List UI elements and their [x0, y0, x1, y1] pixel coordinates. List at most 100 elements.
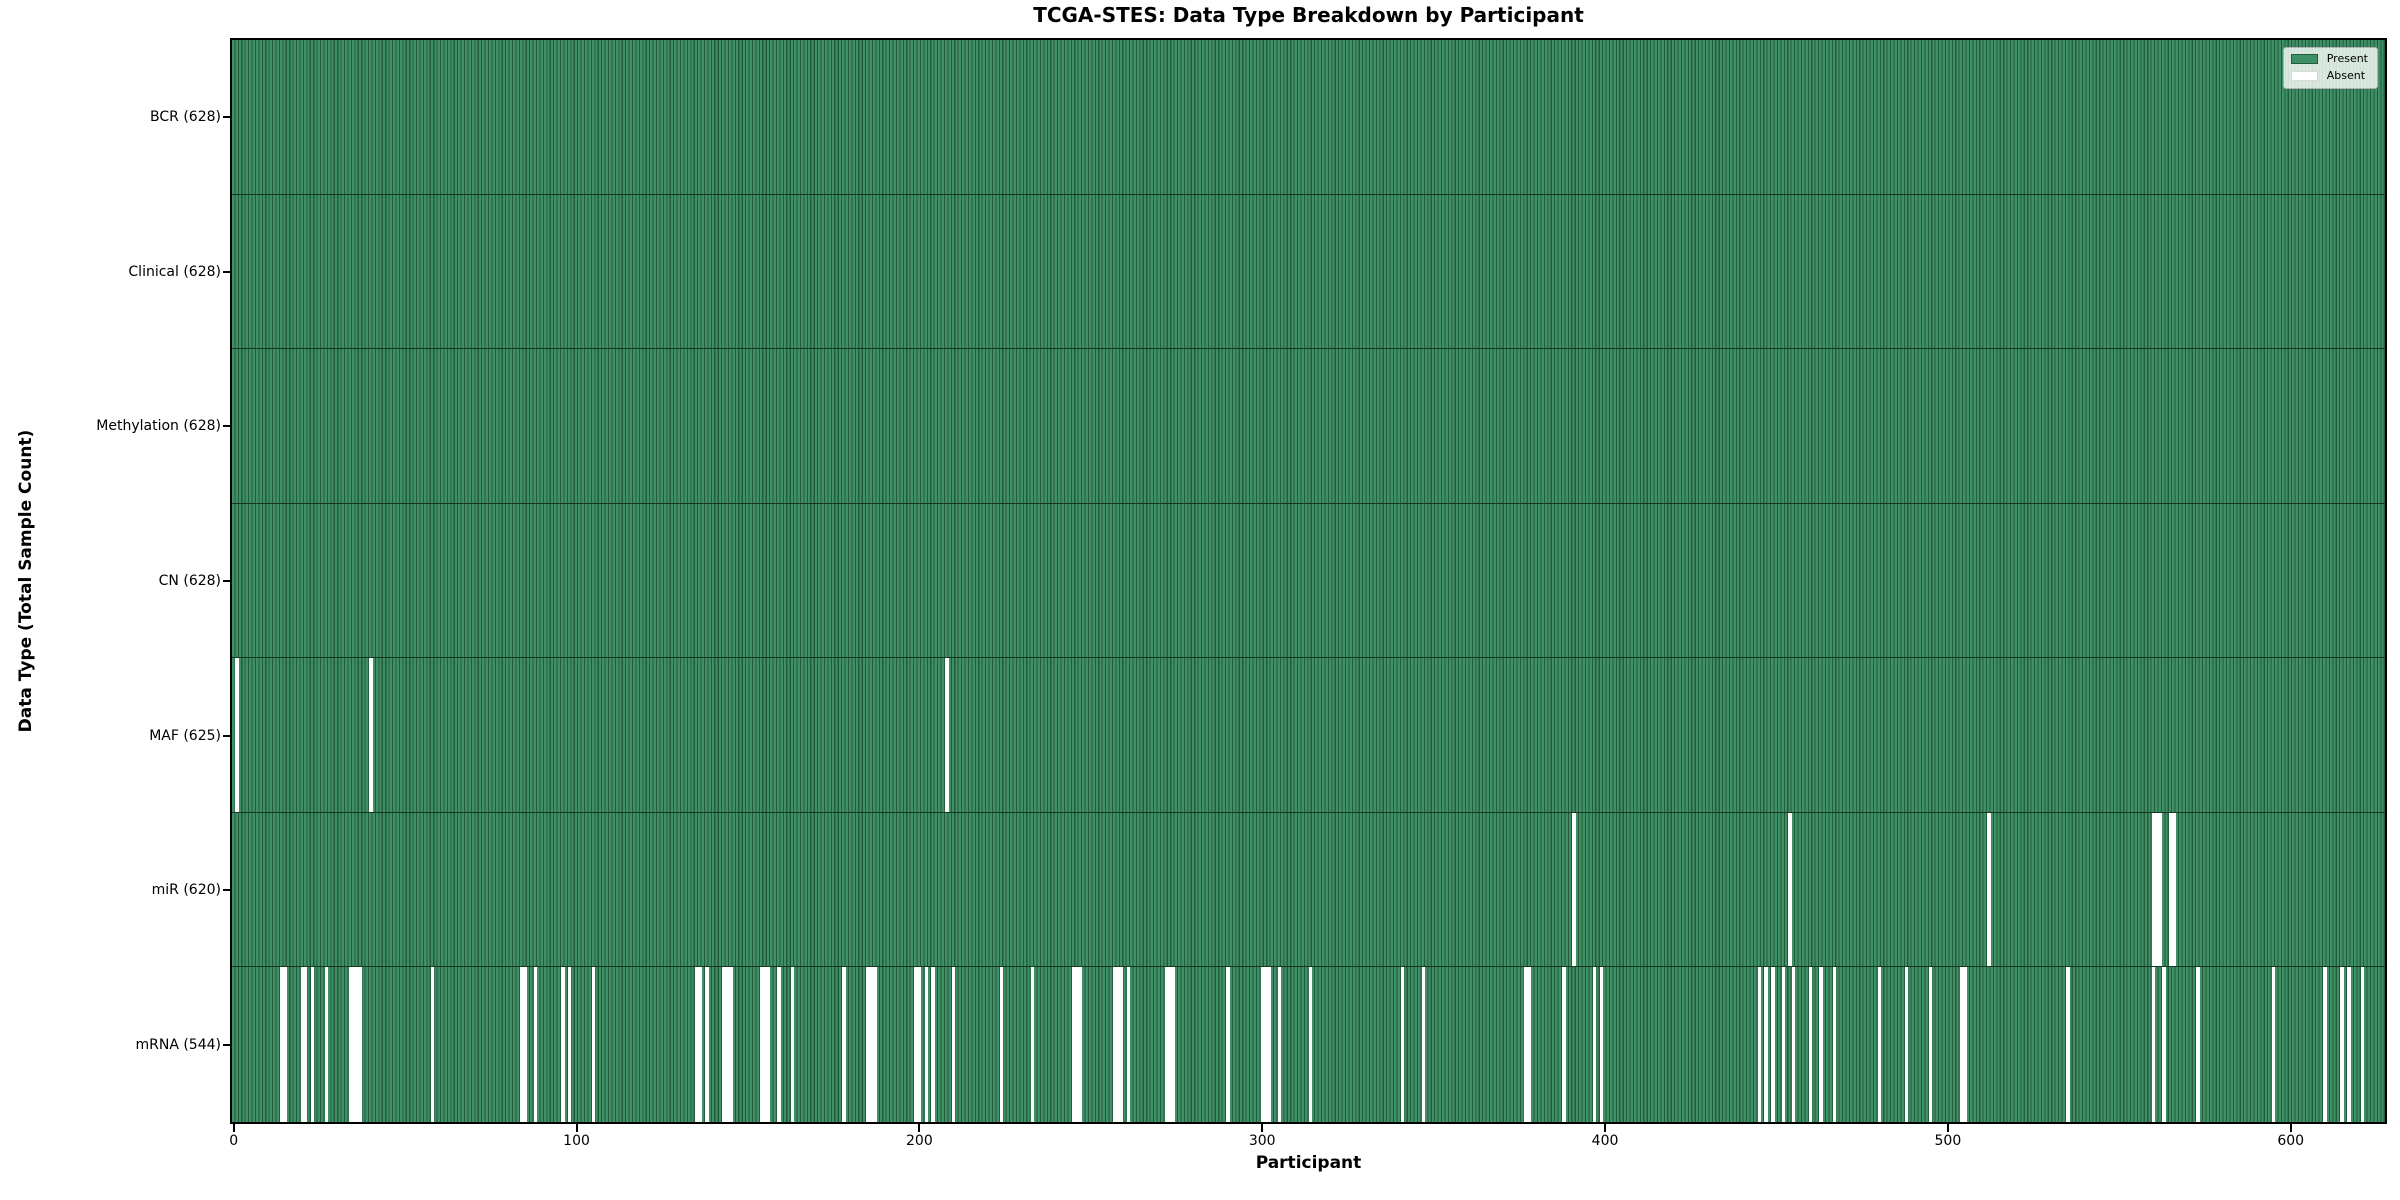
- absent-gap: [2340, 967, 2344, 1122]
- absent-gap: [519, 967, 524, 1122]
- absent-gap: [698, 967, 702, 1122]
- absent-gap: [355, 967, 359, 1122]
- absent-swatch-icon: [2290, 71, 2318, 81]
- x-tick-mark: [1946, 1124, 1949, 1132]
- present-swatch-icon: [2290, 54, 2318, 64]
- absent-gap: [1119, 967, 1124, 1122]
- x-tick-mark: [1604, 1124, 1607, 1132]
- legend: Present Absent: [2282, 47, 2378, 89]
- absent-gap: [324, 967, 328, 1122]
- absent-gap: [1267, 967, 1271, 1122]
- chart-title: TCGA-STES: Data Type Breakdown by Partic…: [1033, 3, 1584, 27]
- absent-gap: [348, 967, 352, 1122]
- absent-gap: [1277, 967, 1282, 1122]
- x-tick-mark: [232, 1124, 235, 1132]
- x-tick-label: 100: [563, 1133, 590, 1149]
- y-tick-mark: [223, 270, 230, 273]
- absent-gap: [1929, 967, 1933, 1122]
- absent-gap: [1078, 967, 1083, 1122]
- absent-gap: [2271, 967, 2276, 1122]
- x-tick-mark: [2289, 1124, 2292, 1132]
- absent-gap: [2155, 812, 2159, 967]
- x-tick-label: 500: [1934, 1133, 1962, 1149]
- absent-gap: [951, 967, 956, 1122]
- absent-gap: [1809, 967, 1813, 1122]
- absent-gap: [523, 967, 527, 1122]
- legend-item-present: Present: [2290, 53, 2368, 65]
- absent-gap: [235, 658, 239, 812]
- absent-gap: [591, 967, 596, 1122]
- row-band-miR: [232, 812, 2385, 968]
- y-tick-label-Clinical: Clinical (628): [128, 263, 221, 280]
- absent-gap: [766, 967, 771, 1122]
- absent-gap: [999, 967, 1004, 1122]
- x-tick-mark: [575, 1124, 578, 1132]
- absent-gap: [2361, 967, 2365, 1122]
- row-band-Methylation: [232, 349, 2385, 504]
- absent-gap: [2151, 967, 2156, 1122]
- absent-gap: [1757, 967, 1762, 1122]
- absent-gap: [759, 967, 764, 1122]
- absent-gap: [1599, 967, 1604, 1122]
- row-band-BCR: [232, 40, 2385, 195]
- absent-gap: [2158, 812, 2163, 967]
- absent-gap: [873, 967, 877, 1122]
- x-tick-label: 400: [1591, 1133, 1619, 1149]
- absent-gap: [763, 967, 767, 1122]
- absent-gap: [1788, 812, 1792, 967]
- legend-absent-label: Absent: [2326, 69, 2366, 82]
- x-tick-mark: [918, 1124, 921, 1132]
- absent-gap: [2169, 812, 2173, 967]
- absent-gap: [931, 967, 935, 1122]
- absent-gap: [705, 967, 709, 1122]
- absent-gap: [567, 967, 572, 1122]
- absent-gap: [2196, 967, 2200, 1122]
- absent-gap: [1524, 967, 1528, 1122]
- absent-gap: [917, 967, 922, 1122]
- absent-gap: [1071, 967, 1076, 1122]
- absent-gap: [777, 967, 781, 1122]
- absent-gap: [694, 967, 699, 1122]
- absent-gap: [1260, 967, 1264, 1122]
- absent-gap: [1527, 967, 1532, 1122]
- absent-gap: [533, 967, 538, 1122]
- absent-gap: [303, 967, 308, 1122]
- x-tick-label: 200: [906, 1133, 933, 1149]
- absent-gap: [914, 967, 918, 1122]
- absent-gap: [369, 658, 373, 812]
- absent-gap: [1308, 967, 1312, 1122]
- absent-gap: [1421, 967, 1426, 1122]
- absent-gap: [1771, 967, 1775, 1122]
- absent-gap: [1562, 967, 1566, 1122]
- absent-gap: [1030, 967, 1035, 1122]
- y-tick-mark: [223, 734, 230, 737]
- absent-gap: [1401, 967, 1405, 1122]
- absent-gap: [1877, 967, 1882, 1122]
- absent-gap: [1987, 812, 1991, 967]
- absent-gap: [1764, 967, 1768, 1122]
- absent-gap: [1572, 812, 1576, 967]
- absent-gap: [1263, 967, 1268, 1122]
- absent-gap: [351, 967, 356, 1122]
- absent-gap: [1963, 967, 1967, 1122]
- absent-gap: [869, 967, 874, 1122]
- y-tick-label-CN: CN (628): [158, 573, 221, 589]
- absent-gap: [729, 967, 733, 1122]
- row-band-MAF: [232, 658, 2385, 813]
- absent-gap: [1113, 967, 1117, 1122]
- absent-gap: [1116, 967, 1120, 1122]
- y-tick-mark: [223, 116, 230, 119]
- absent-gap: [924, 967, 928, 1122]
- absent-gap: [842, 967, 846, 1122]
- absent-gap: [722, 967, 726, 1122]
- y-tick-label-BCR: BCR (628): [150, 109, 221, 126]
- x-tick-label: 600: [2277, 1133, 2305, 1149]
- absent-gap: [1226, 967, 1230, 1122]
- y-tick-label-Methylation: Methylation (628): [96, 418, 221, 435]
- absent-gap: [1905, 967, 1909, 1122]
- absent-gap: [1781, 967, 1786, 1122]
- row-band-mRNA: [232, 967, 2385, 1122]
- absent-gap: [2151, 812, 2156, 967]
- absent-gap: [2172, 812, 2176, 967]
